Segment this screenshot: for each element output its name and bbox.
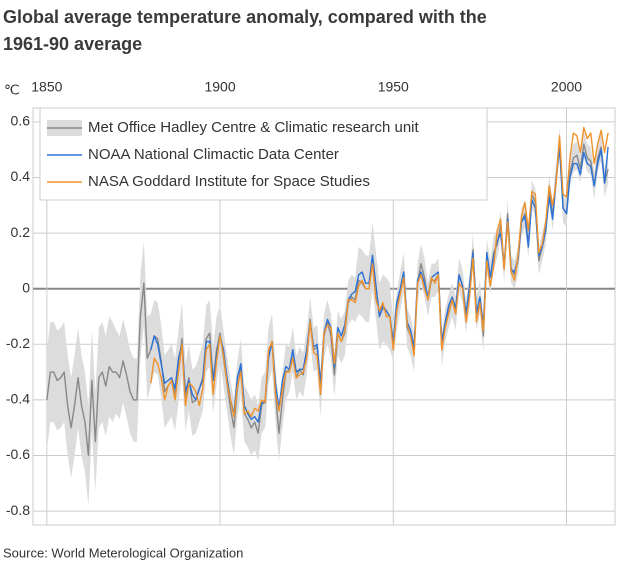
y-tick-label: 0.4 xyxy=(11,168,31,184)
y-tick-label: -0.4 xyxy=(6,391,30,407)
y-tick-label: -0.2 xyxy=(6,335,30,351)
y-tick-label: 0.6 xyxy=(11,113,31,129)
uncertainty-band xyxy=(46,127,609,506)
legend-label: NOAA National Climactic Data Center xyxy=(88,146,339,163)
y-tick-label: 0 xyxy=(22,279,30,295)
legend-label: Met Office Hadley Centre & Climatic rese… xyxy=(88,119,420,136)
x-tick-label: 1900 xyxy=(204,79,235,95)
legend: Met Office Hadley Centre & Climatic rese… xyxy=(39,107,488,201)
chart-title: Global average temperature anomaly, comp… xyxy=(3,7,487,54)
y-unit: ℃ xyxy=(4,82,20,98)
y-tick-label: -0.6 xyxy=(6,446,30,462)
legend-label: NASA Goddard Institute for Space Studies xyxy=(88,173,370,190)
x-tick-label: 1850 xyxy=(31,79,62,95)
data-line xyxy=(150,126,609,418)
source: Source: World Meterological Organization xyxy=(3,545,243,560)
y-tick-label: 0.2 xyxy=(11,224,31,240)
x-tick-label: 1950 xyxy=(378,79,409,95)
legend-box xyxy=(39,107,488,201)
y-tick-label: -0.8 xyxy=(6,502,30,518)
x-tick-label: 2000 xyxy=(551,79,582,95)
